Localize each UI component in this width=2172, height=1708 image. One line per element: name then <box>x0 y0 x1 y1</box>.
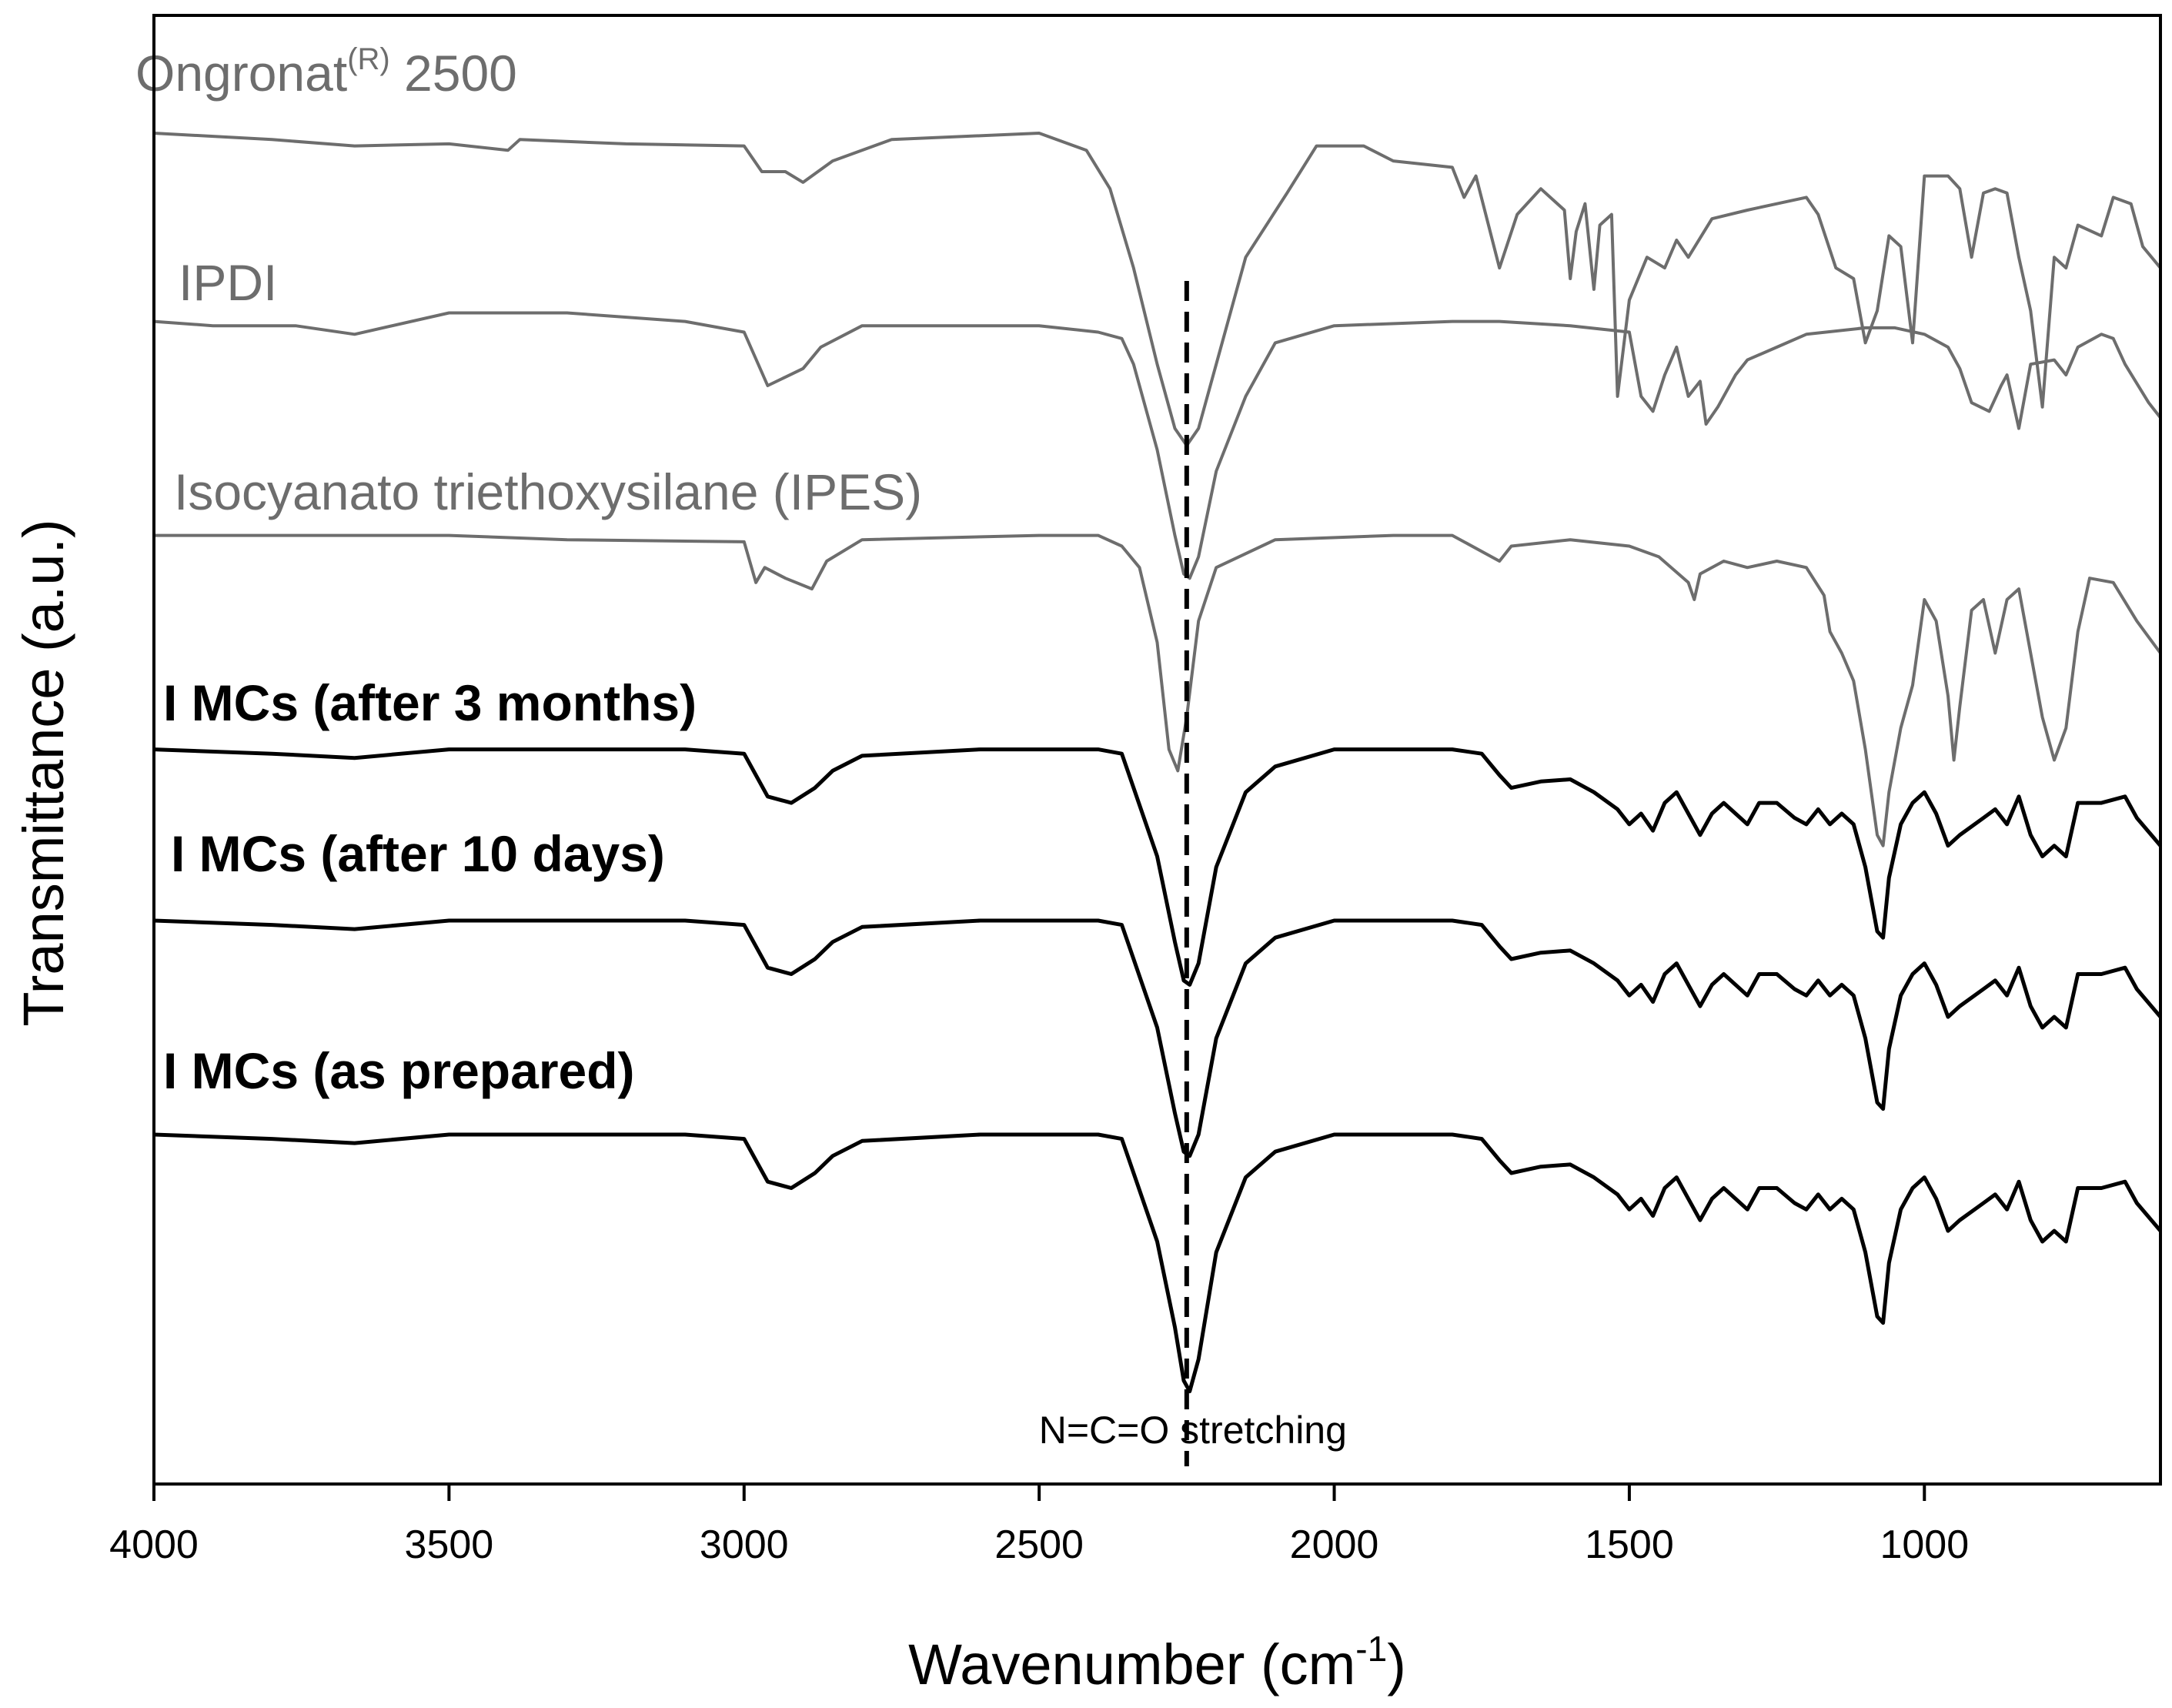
x-tick-label: 4000 <box>109 1522 199 1567</box>
series-label-2: IPDI <box>179 254 277 311</box>
series-label-superscript: (R) <box>347 42 390 76</box>
series-line-6 <box>153 1132 2162 1394</box>
x-tick-label: 3500 <box>405 1522 494 1567</box>
series-label-text: I MCs (after 3 months) <box>163 674 697 731</box>
series-label-3: Isocyanato triethoxysilane (IPES) <box>174 463 922 520</box>
series-line-1 <box>153 132 2162 447</box>
x-axis-title-close: ) <box>1387 1633 1406 1696</box>
series-label-5: I MCs (after 10 days) <box>171 825 665 882</box>
y-axis-title: Transmittance (a.u.) <box>12 519 75 1026</box>
series-line-2 <box>153 311 2162 580</box>
series-line-5 <box>153 918 2162 1158</box>
plot-area-frame <box>152 14 2162 1486</box>
series-layer <box>153 132 2162 1394</box>
x-tick-label: 1500 <box>1585 1522 1674 1567</box>
series-label-text: IPDI <box>179 254 277 311</box>
series-label-text: I MCs (as prepared) <box>163 1042 635 1099</box>
series-label-text: Isocyanato triethoxysilane (IPES) <box>174 463 922 520</box>
x-axis-title-superscript: -1 <box>1355 1629 1387 1669</box>
x-tick-label: 2500 <box>994 1522 1084 1567</box>
series-label-text: Ongronat <box>135 45 347 102</box>
series-label-1: Ongronat(R) 2500 <box>135 42 517 102</box>
nco-stretching-annotation: N=C=O stretching <box>1039 1409 1347 1452</box>
x-tick-label: 3000 <box>700 1522 789 1567</box>
x-axis-ticks: 4000 3500 3000 2500 2000 1500 1000 <box>109 1484 1969 1567</box>
series-line-3 <box>154 533 2162 847</box>
x-tick-label: 2000 <box>1290 1522 1379 1567</box>
series-line-4 <box>153 747 2162 987</box>
x-tick-label: 1000 <box>1880 1522 1969 1567</box>
series-label-tail: 2500 <box>390 45 517 102</box>
x-axis-title: Wavenumber (cm-1) <box>908 1629 1406 1696</box>
series-label-layer: Ongronat(R) 2500 IPDI Isocyanato triethoxy… <box>135 42 922 1099</box>
x-axis-title-main: Wavenumber (cm <box>908 1633 1355 1696</box>
annotation-layer: N=C=O stretching <box>1039 281 1347 1466</box>
series-label-4: I MCs (after 3 months) <box>163 674 697 731</box>
series-label-6: I MCs (as prepared) <box>163 1042 635 1099</box>
series-label-text: I MCs (after 10 days) <box>171 825 665 882</box>
